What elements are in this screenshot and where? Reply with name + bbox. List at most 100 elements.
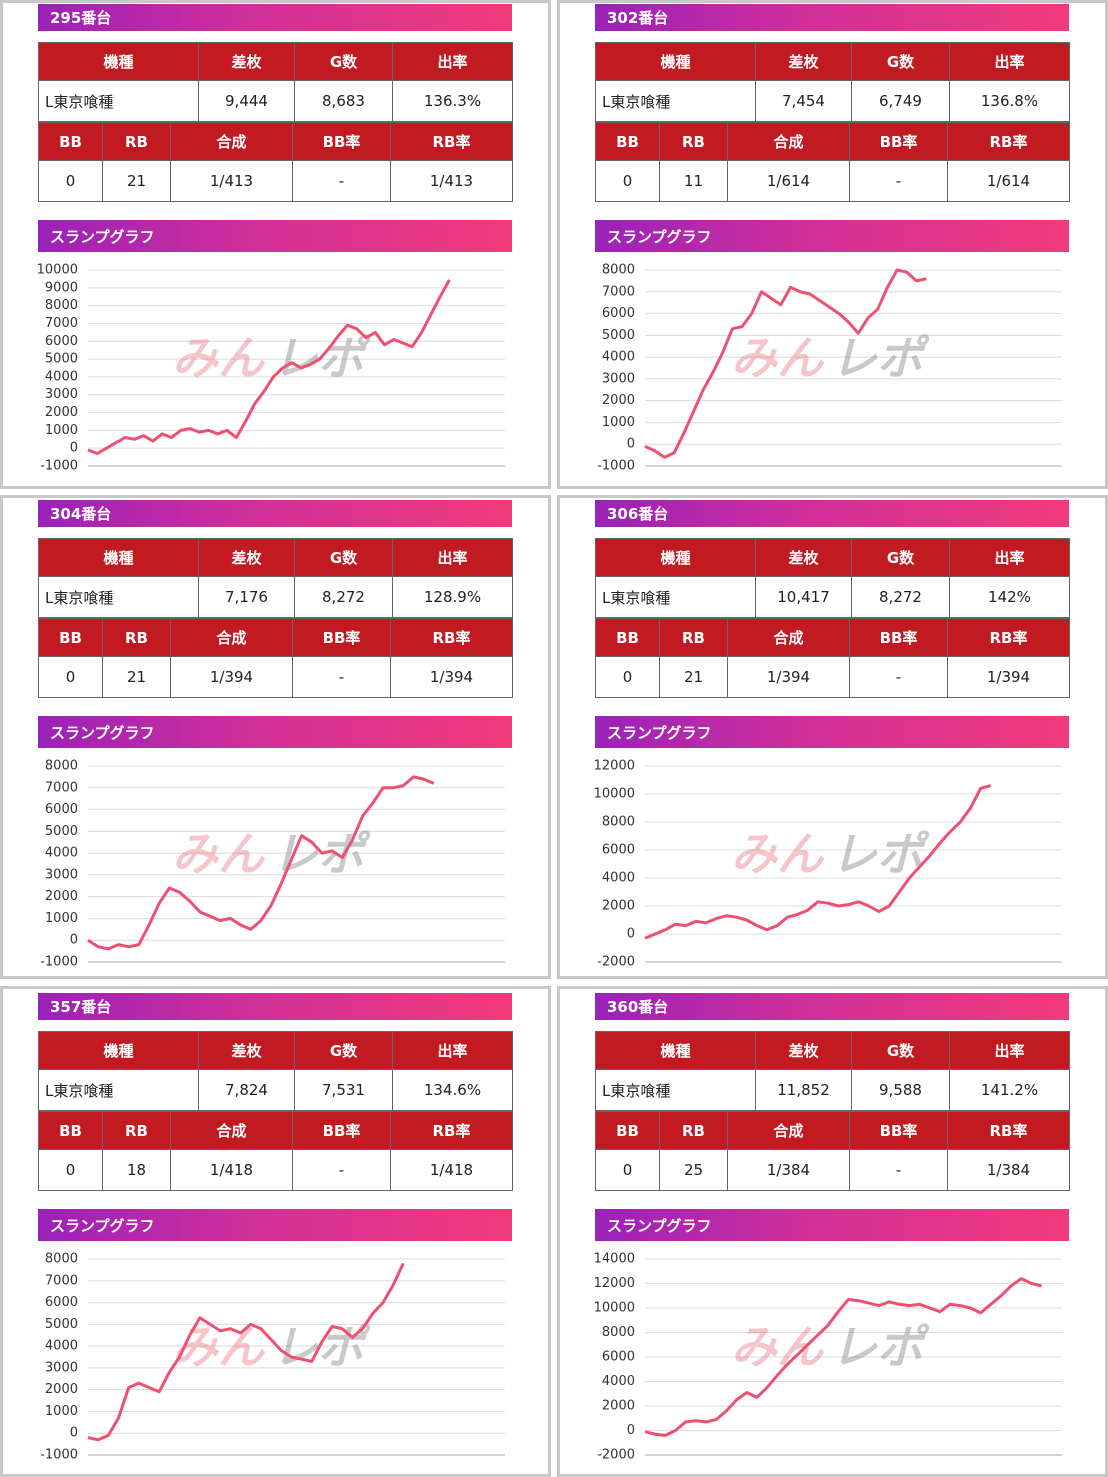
watermark: みん レポ [172,1320,371,1374]
header-cell: 差枚 [755,1031,852,1070]
y-tick-label: 6000 [45,1295,78,1310]
header-cell: 機種 [38,538,199,577]
data-cell: - [849,1149,948,1191]
chart: -1000 0 1000 2000 3000 4000 5000 6000 7000 8000 みん… [40,759,505,970]
y-tick-label: 7000 [602,284,635,299]
stats-table: 機種 差枚 G数 出率 L東京喰種 10,417 8,272 142% [595,538,1070,618]
chart: -1000 0 1000 2000 3000 4000 5000 6000 7000 8000 90… [37,263,505,474]
y-tick-label: 10000 [594,787,635,802]
header-cell: 機種 [38,1031,199,1070]
header-row: BB RB 合成 BB率 RB率 [595,1111,1070,1150]
y-tick-label: 4000 [602,1374,635,1389]
data-row: L東京喰種 7,454 6,749 136.8% [595,80,1070,122]
watermark: みん レポ [172,827,371,881]
y-tick-label: 4000 [602,350,635,365]
y-tick-label: 2000 [602,899,635,914]
y-tick-label: 7000 [45,780,78,795]
stats-table: BB RB 合成 BB率 RB率 0 11 1/614-1/614 [595,122,1070,202]
data-row: L東京喰種 10,417 8,272 142% [595,576,1070,618]
header-cell: RB [102,122,171,161]
data-row: 0 25 1/384-1/384 [595,1149,1070,1191]
header-row: 機種 差枚 G数 出率 [595,42,1070,81]
header-row: 機種 差枚 G数 出率 [38,1031,513,1070]
header-row: BB RB 合成 BB率 RB率 [38,122,513,161]
header-cell: 出率 [949,538,1070,577]
data-cell: 11,852 [755,1069,852,1111]
panel-title: 304番台 [38,500,512,527]
panel-box [557,986,1108,1477]
header-cell: BB [595,1111,660,1150]
data-cell: 0 [595,656,660,698]
header-cell: G数 [851,538,950,577]
data-cell: 7,176 [198,576,295,618]
graph-title: スランプグラフ [38,716,512,748]
data-cell: 8,272 [851,576,950,618]
data-cell: 1/394 [947,656,1070,698]
watermark: みん レポ [731,827,930,881]
data-cell: 1/413 [170,160,293,202]
y-tick-label: 0 [70,933,78,948]
data-cell: 1/418 [390,1149,513,1191]
watermark: みん レポ [731,1320,930,1374]
data-cell: - [292,656,391,698]
header-cell: 機種 [595,1031,756,1070]
header-cell: RB率 [947,618,1070,657]
data-row: 0 18 1/418-1/418 [38,1149,513,1191]
data-cell: 0 [38,1149,103,1191]
data-cell: 18 [102,1149,171,1191]
header-cell: 機種 [595,42,756,81]
watermark-part: みん [731,331,825,385]
watermark: みん レポ [731,331,930,385]
header-cell: RB [659,1111,728,1150]
data-cell: 1/394 [390,656,513,698]
slump-line [644,1277,1043,1437]
header-cell: BB [38,122,103,161]
header-row: BB RB 合成 BB率 RB率 [38,1111,513,1150]
data-row: 0 21 1/394-1/394 [595,656,1070,698]
header-cell: G数 [294,538,393,577]
watermark-part: みん [172,331,266,385]
data-cell: 136.8% [949,80,1070,122]
panel-title: 295番台 [38,4,512,31]
header-row: 機種 差枚 G数 出率 [595,538,1070,577]
panel-box [0,986,551,1477]
header-cell: BB率 [292,1111,391,1150]
data-cell: 1/384 [727,1149,850,1191]
stats-table: 機種 差枚 G数 出率 L東京喰種 7,176 8,272 128.9% [38,538,513,618]
y-tick-label: 3000 [45,1360,78,1375]
y-tick-label: 7000 [45,316,78,331]
chart: -2000 0 2000 4000 6000 8000 10000 12000 みん レポ [594,759,1062,970]
y-tick-label: 2000 [602,393,635,408]
stats-table: 機種 差枚 G数 出率 L東京喰種 9,444 8,683 136.3% [38,42,513,122]
stats-table: 機種 差枚 G数 出率 L東京喰種 7,454 6,749 136.8% [595,42,1070,122]
data-cell: L東京喰種 [38,576,199,618]
data-row: L東京喰種 9,444 8,683 136.3% [38,80,513,122]
y-tick-label: 0 [627,437,635,452]
header-cell: 出率 [949,1031,1070,1070]
y-tick-label: 5000 [602,328,635,343]
header-cell: RB率 [947,1111,1070,1150]
y-tick-label: -1000 [40,459,78,474]
data-cell: 0 [38,656,103,698]
watermark-part: レポ [831,331,930,385]
data-row: 0 11 1/614-1/614 [595,160,1070,202]
y-tick-label: 2000 [602,1399,635,1414]
data-row: L東京喰種 7,176 8,272 128.9% [38,576,513,618]
data-cell: 7,454 [755,80,852,122]
graph-title: スランプグラフ [38,1209,512,1241]
y-tick-label: 4000 [602,871,635,886]
header-cell: BB率 [292,122,391,161]
y-tick-label: 6000 [45,334,78,349]
y-tick-label: 3000 [45,387,78,402]
data-cell: 141.2% [949,1069,1070,1111]
header-cell: 差枚 [198,42,295,81]
y-tick-label: 0 [627,1423,635,1438]
header-cell: G数 [294,42,393,81]
data-cell: 1/394 [727,656,850,698]
graph-title: スランプグラフ [595,220,1069,252]
data-cell: 6,749 [851,80,950,122]
header-row: BB RB 合成 BB率 RB率 [38,618,513,657]
data-cell: 7,531 [294,1069,393,1111]
header-cell: G数 [294,1031,393,1070]
data-cell: 8,272 [294,576,393,618]
